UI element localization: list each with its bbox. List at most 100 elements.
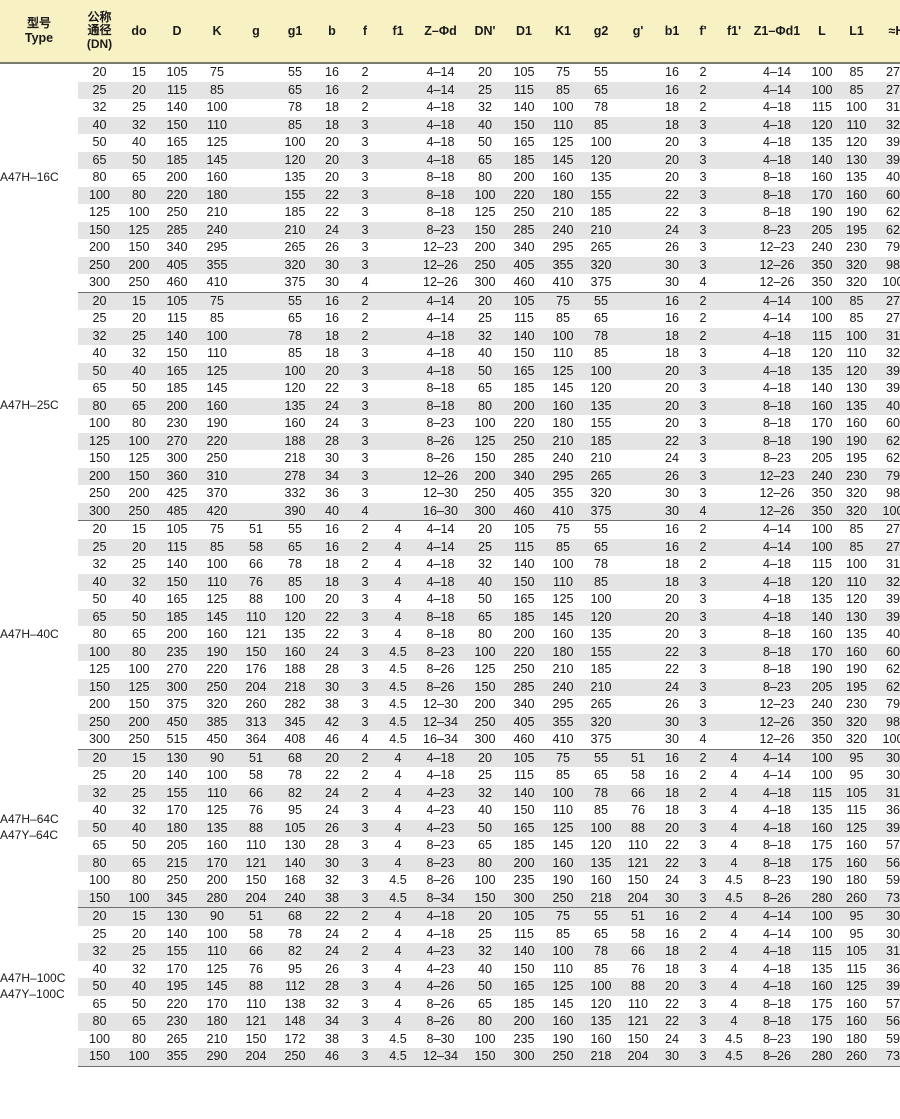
cell-D1: 115 [504,925,544,943]
cell-K: 145 [197,151,237,169]
cell-K: 85 [197,310,237,328]
cell-ZPd: 12–30 [415,485,466,503]
table-row: 40 32 170 125 76 95 24 3 4 4–23 40 150 110 85 76 18 3 4 4–… [0,802,900,820]
cell-D1: 150 [504,573,544,591]
cell-b1: 18 [656,99,688,117]
cell-K1: 160 [544,626,582,644]
cell-f: 3 [349,186,381,204]
cell-b1: 20 [656,151,688,169]
cell-ZPd: 4–23 [415,802,466,820]
cell-Z1Pd1: 8–18 [750,626,804,644]
table-row: A47H–64C A47Y–64C 20 15 130 90 51 68 20 2 4 4–18 20 1… [0,749,900,908]
cell-g1: 210 [275,221,315,239]
cell-f1: 4 [381,802,415,820]
cell-gp [620,450,656,468]
cell-b: 24 [315,802,349,820]
cell-g1: 65 [275,81,315,99]
cell-L: 115 [804,99,840,117]
table-row: A47H–40C 20 15 105 75 51 55 16 2 4 4–14 20 105 75 55 16… [0,520,900,749]
cell-f1p [718,63,750,82]
cell-L: 190 [804,204,840,222]
cell-Z1Pd1: 4–14 [750,310,804,328]
cell-dn: 25 [78,767,121,785]
cell-K1: 210 [544,204,582,222]
cell-g1: 408 [275,731,315,750]
cell-L: 100 [804,81,840,99]
col-header-l1: L1 [840,0,873,64]
cell-D1: 250 [504,432,544,450]
col-header-h: ≈H [873,0,900,64]
cell-f1: 4 [381,960,415,978]
cell-L1: 110 [840,345,873,363]
cell-g1: 78 [275,327,315,345]
cell-f: 3 [349,485,381,503]
cell-f1 [381,169,415,187]
cell-K: 355 [197,256,237,274]
cell-D1: 140 [504,943,544,961]
cell-H: 565 [873,1013,900,1031]
cell-K1: 125 [544,134,582,152]
cell-K1: 160 [544,397,582,415]
cell-b: 28 [315,978,349,996]
cell-Z1Pd1: 4–18 [750,134,804,152]
cell-H: 312 [873,556,900,574]
col-header-b: b [315,0,349,64]
cell-ZPd: 12–26 [415,256,466,274]
cell-L1: 320 [840,256,873,274]
cell-DNp: 20 [466,520,504,539]
cell-K1: 210 [544,432,582,450]
cell-g: 66 [237,556,275,574]
cell-D1: 185 [504,608,544,626]
cell-L: 100 [804,907,840,926]
cell-g2: 135 [582,854,620,872]
cell-g1: 138 [275,995,315,1013]
cell-D1: 235 [504,872,544,890]
cell-b1: 16 [656,520,688,539]
cell-f: 3 [349,450,381,468]
cell-g1: 68 [275,907,315,926]
cell-H: 620 [873,204,900,222]
cell-b1: 22 [656,995,688,1013]
cell-fp: 3 [688,696,718,714]
cell-do: 150 [121,696,157,714]
cell-Z1Pd1: 4–18 [750,116,804,134]
cell-gp [620,678,656,696]
cell-Z1Pd1: 4–14 [750,749,804,767]
cell-b1: 16 [656,925,688,943]
cell-b1: 18 [656,327,688,345]
cell-gp: 88 [620,978,656,996]
cell-g [237,99,275,117]
col-header-dn-line1: 公称 [87,9,112,24]
cell-ZPd: 4–14 [415,538,466,556]
cell-L: 100 [804,925,840,943]
table-row: 80 65 215 170 121 140 30 3 4 8–23 80 200 160 135 121 22… [0,854,900,872]
cell-g: 58 [237,538,275,556]
cell-f1p: 4 [718,925,750,943]
cell-K: 320 [197,696,237,714]
cell-g1: 332 [275,485,315,503]
cell-g [237,239,275,257]
cell-Z1Pd1: 12–26 [750,274,804,293]
cell-fp: 3 [688,626,718,644]
cell-gp [620,432,656,450]
cell-H: 396 [873,978,900,996]
cell-f: 4 [349,731,381,750]
cell-D1: 405 [504,713,544,731]
cell-gp [620,204,656,222]
cell-f: 3 [349,362,381,380]
cell-do: 40 [121,591,157,609]
cell-DNp: 25 [466,767,504,785]
cell-g2: 78 [582,556,620,574]
cell-g2: 120 [582,837,620,855]
cell-f1p: 4 [718,784,750,802]
cell-g2: 85 [582,116,620,134]
cell-D: 215 [157,854,197,872]
cell-f: 3 [349,467,381,485]
cell-b: 24 [315,415,349,433]
cell-K1: 410 [544,731,582,750]
cell-H: 981 [873,256,900,274]
cell-L: 140 [804,608,840,626]
cell-fp: 4 [688,731,718,750]
cell-b1: 18 [656,802,688,820]
cell-gp: 66 [620,784,656,802]
